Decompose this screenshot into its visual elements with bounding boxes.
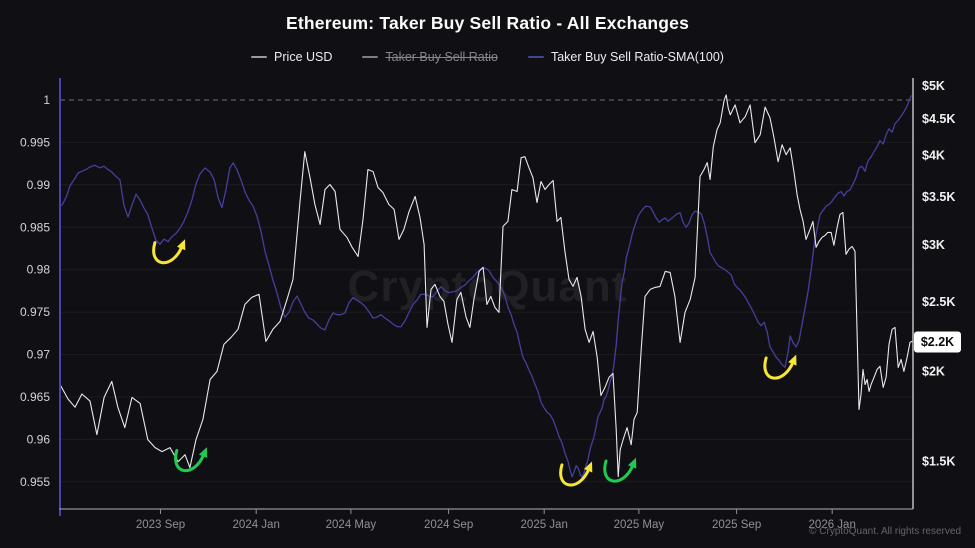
right-tick-label: $2.5K [922, 295, 955, 309]
x-tick-label: 2024 Sep [424, 519, 473, 531]
curved-arrow-stroke [603, 459, 635, 483]
right-tick-label: $4K [922, 149, 945, 163]
right-tick-label: $1.5K [922, 455, 955, 469]
current-price-label: $2.2K [921, 335, 954, 349]
curved-arrow-stroke [174, 449, 206, 473]
left-tick-label: 0.965 [20, 390, 50, 404]
left-tick-label: 0.985 [20, 220, 50, 234]
arrowhead-icon [198, 447, 208, 458]
legend-item-0[interactable]: Price USD [251, 50, 332, 64]
left-tick-label: 0.975 [20, 305, 50, 319]
legend-item-label: Taker Buy Sell Ratio-SMA(100) [550, 50, 724, 64]
sma-legend-dash-icon [527, 56, 544, 58]
left-tick-label: 0.995 [20, 135, 50, 149]
x-tick-label: 2025 Sep [712, 519, 761, 531]
curved-arrow-stroke [152, 241, 184, 265]
current-price-badge: $2.2K [914, 331, 961, 353]
x-tick-label: 2026 Jan [809, 519, 856, 531]
x-tick-label: 2023 Sep [136, 519, 185, 531]
price-usd-legend-dash-icon [251, 56, 268, 58]
x-tick-label: 2024 May [326, 519, 377, 531]
right-tick-label: $2K [922, 365, 945, 379]
arrowhead-icon [177, 239, 186, 251]
curved-arrow-annotation [763, 354, 797, 380]
legend-item-2[interactable]: Taker Buy Sell Ratio-SMA(100) [527, 50, 724, 64]
left-tick-label: 0.99 [27, 178, 51, 192]
right-tick-label: $5K [922, 79, 945, 93]
left-tick-label: 0.96 [27, 432, 51, 446]
arrowhead-icon [788, 354, 797, 366]
chart-title: Ethereum: Taker Buy Sell Ratio - All Exc… [285, 13, 690, 33]
arrowhead-icon [584, 461, 593, 473]
x-tick-label: 2024 Jan [233, 519, 280, 531]
left-tick-label: 1 [43, 93, 50, 107]
current-price-badge-bg [914, 331, 961, 353]
curved-arrow-annotation [152, 239, 186, 265]
legend: Price USD Taker Buy Sell Ratio Taker Buy… [0, 50, 975, 64]
legend-item-label: Price USD [274, 50, 333, 64]
legend-item-label: Taker Buy Sell Ratio [385, 50, 498, 64]
right-tick-label: $3.5K [922, 190, 955, 204]
x-tick-label: 2025 May [614, 519, 665, 531]
left-tick-label: 0.955 [20, 475, 50, 489]
sma-line [61, 95, 912, 479]
right-tick-label: $3K [922, 238, 945, 252]
curved-arrow-annotation [174, 447, 208, 473]
taker-ratio-legend-dash-icon [362, 56, 379, 58]
left-tick-label: 0.98 [27, 263, 51, 277]
curved-arrow-annotation [559, 461, 593, 487]
curved-arrow-annotation [603, 457, 637, 483]
gridlines [60, 99, 913, 483]
arrowhead-icon [628, 457, 637, 469]
curved-arrow-stroke [763, 356, 795, 380]
legend-item-1[interactable]: Taker Buy Sell Ratio [362, 50, 498, 64]
price-line [59, 94, 913, 478]
x-tick-label: 2025 Jan [521, 519, 568, 531]
curved-arrow-stroke [559, 463, 591, 487]
left-tick-label: 0.97 [27, 348, 51, 362]
copyright-text: © CryptoQuant. All rights reserved [809, 526, 961, 537]
right-tick-label: $4.5K [922, 112, 955, 126]
